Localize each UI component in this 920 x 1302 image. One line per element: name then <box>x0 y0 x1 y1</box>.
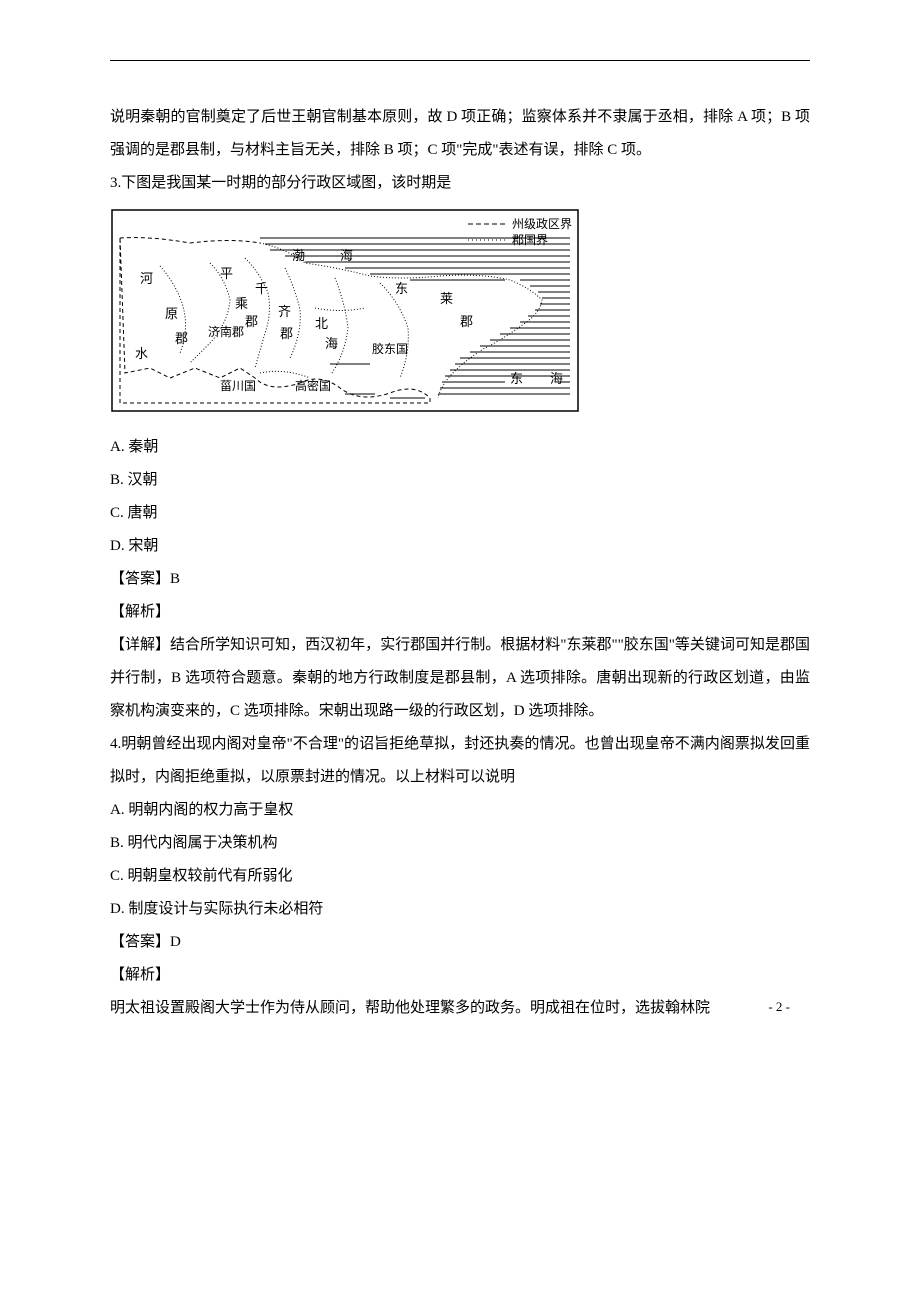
q2-analysis-continued: 说明秦朝的官制奠定了后世王朝官制基本原则，故 D 项正确；监察体系并不隶属于丞相… <box>110 101 810 167</box>
svg-text:海: 海 <box>550 371 563 386</box>
svg-text:东: 东 <box>395 281 408 296</box>
map-labels: 河原郡水平千乘郡济南郡齐郡北海菑川国高密国渤海东莱郡胶东国东海 <box>135 248 563 393</box>
map-legend: 州级政区界 郡国界 <box>468 217 572 247</box>
q3-answer: 【答案】B <box>110 563 810 596</box>
svg-text:河: 河 <box>140 271 153 286</box>
svg-text:平: 平 <box>220 266 233 281</box>
svg-text:齐: 齐 <box>278 304 291 319</box>
svg-text:胶东国: 胶东国 <box>372 341 408 356</box>
legend-state-label: 州级政区界 <box>512 217 572 231</box>
svg-text:渤: 渤 <box>292 248 305 263</box>
q3-option-b: B. 汉朝 <box>110 464 810 497</box>
q4-option-b: B. 明代内阁属于决策机构 <box>110 827 810 860</box>
svg-text:北: 北 <box>315 316 328 331</box>
svg-text:水: 水 <box>135 346 148 361</box>
svg-text:菑川国: 菑川国 <box>220 379 256 393</box>
svg-text:郡: 郡 <box>460 314 473 329</box>
svg-text:郡: 郡 <box>175 331 188 346</box>
q4-option-c: C. 明朝皇权较前代有所弱化 <box>110 860 810 893</box>
q3-option-a: A. 秦朝 <box>110 431 810 464</box>
svg-text:济南郡: 济南郡 <box>208 324 244 339</box>
svg-text:东: 东 <box>510 371 523 386</box>
svg-text:乘: 乘 <box>235 296 248 311</box>
svg-text:原: 原 <box>165 306 178 321</box>
q3-option-d: D. 宋朝 <box>110 530 810 563</box>
svg-text:郡: 郡 <box>245 314 258 329</box>
sea-hatch <box>260 238 570 398</box>
q4-stem: 4.明朝曾经出现内阁对皇帝"不合理"的诏旨拒绝草拟，封还执奏的情况。也曾出现皇帝… <box>110 728 810 794</box>
q3-analysis-text: 【详解】结合所学知识可知，西汉初年，实行郡国并行制。根据材料"东莱郡""胶东国"… <box>110 629 810 728</box>
q3-stem: 3.下图是我国某一时期的部分行政区域图，该时期是 <box>110 167 810 200</box>
svg-text:千: 千 <box>255 281 268 296</box>
legend-county-label: 郡国界 <box>512 233 548 247</box>
q4-option-a: A. 明朝内阁的权力高于皇权 <box>110 794 810 827</box>
svg-text:莱: 莱 <box>440 291 453 306</box>
coastline <box>260 243 542 398</box>
q4-answer: 【答案】D <box>110 926 810 959</box>
q3-map: 河原郡水平千乘郡济南郡齐郡北海菑川国高密国渤海东莱郡胶东国东海 州级政区界 郡国… <box>110 208 810 413</box>
q4-analysis-text: 明太祖设置殿阁大学士作为侍从顾问，帮助他处理繁多的政务。明成祖在位时，选拔翰林院 <box>110 992 810 1025</box>
page-number: - 2 - <box>768 999 790 1015</box>
svg-text:海: 海 <box>340 248 353 263</box>
svg-text:郡: 郡 <box>280 326 293 341</box>
q4-option-d: D. 制度设计与实际执行未必相符 <box>110 893 810 926</box>
q3-analysis-label: 【解析】 <box>110 596 810 629</box>
top-rule <box>110 60 810 61</box>
svg-text:高密国: 高密国 <box>295 378 331 393</box>
svg-text:海: 海 <box>325 336 338 351</box>
q3-option-c: C. 唐朝 <box>110 497 810 530</box>
q4-analysis-label: 【解析】 <box>110 959 810 992</box>
